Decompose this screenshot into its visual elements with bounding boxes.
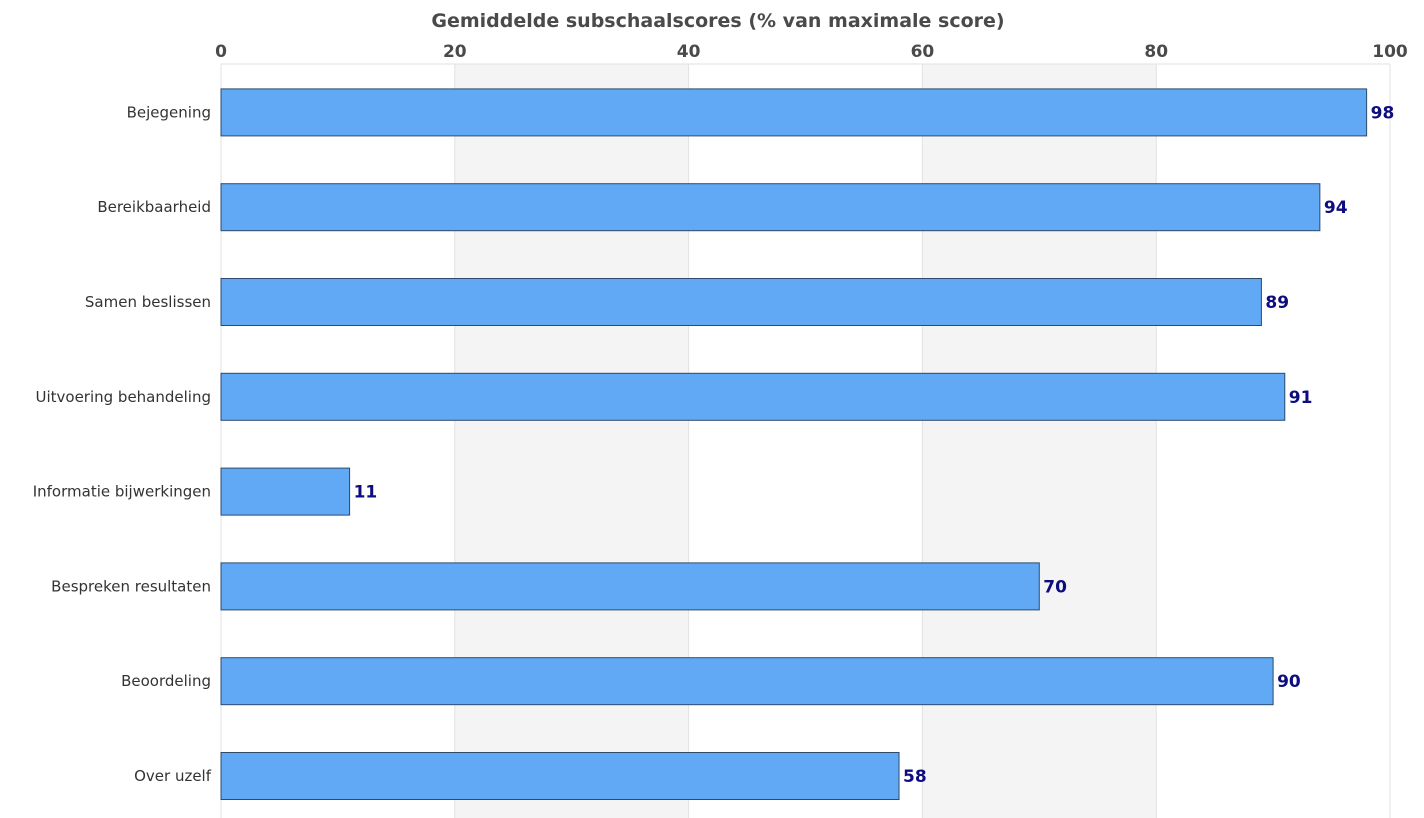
category-label: Informatie bijwerkingen [33,483,211,501]
category-labels: Bejegening Bereikbaarheid Samen beslissen U… [33,103,212,785]
x-tick-label: 100 [1372,42,1408,62]
value-label: 11 [354,483,378,503]
bar [220,278,1262,326]
value-label: 90 [1277,672,1301,692]
bar [220,467,351,516]
bar [220,183,1321,232]
bars [220,88,1368,800]
category-label: Bereikbaarheid [97,198,211,216]
bar [220,372,1286,421]
category-label: Bejegening [127,103,211,121]
bar [220,88,1368,137]
value-label: 98 [1371,103,1395,123]
category-label: Uitvoering behandeling [35,388,211,406]
value-label: 89 [1265,293,1289,313]
category-label: Beoordeling [121,672,211,690]
bar [220,752,900,800]
x-axis-ticks: 0 20 40 60 80 100 [215,42,1408,62]
category-label: Samen beslissen [85,293,211,311]
value-label: 91 [1289,388,1313,408]
value-label: 70 [1043,577,1067,597]
bar [220,657,1274,706]
x-tick-label: 20 [443,42,467,62]
x-tick-label: 80 [1144,42,1168,62]
x-tick-label: 60 [911,42,935,62]
x-tick-label: 40 [677,42,701,62]
value-label: 58 [903,767,927,787]
category-label: Bespreken resultaten [51,577,211,595]
value-label: 94 [1324,198,1348,218]
category-label: Over uzelf [134,767,212,785]
bar [220,562,1040,611]
x-tick-label: 0 [215,42,227,62]
value-labels: 98 94 89 91 11 70 90 58 [354,103,1395,787]
chart-title: Gemiddelde subschaalscores (% van maxima… [431,10,1004,32]
